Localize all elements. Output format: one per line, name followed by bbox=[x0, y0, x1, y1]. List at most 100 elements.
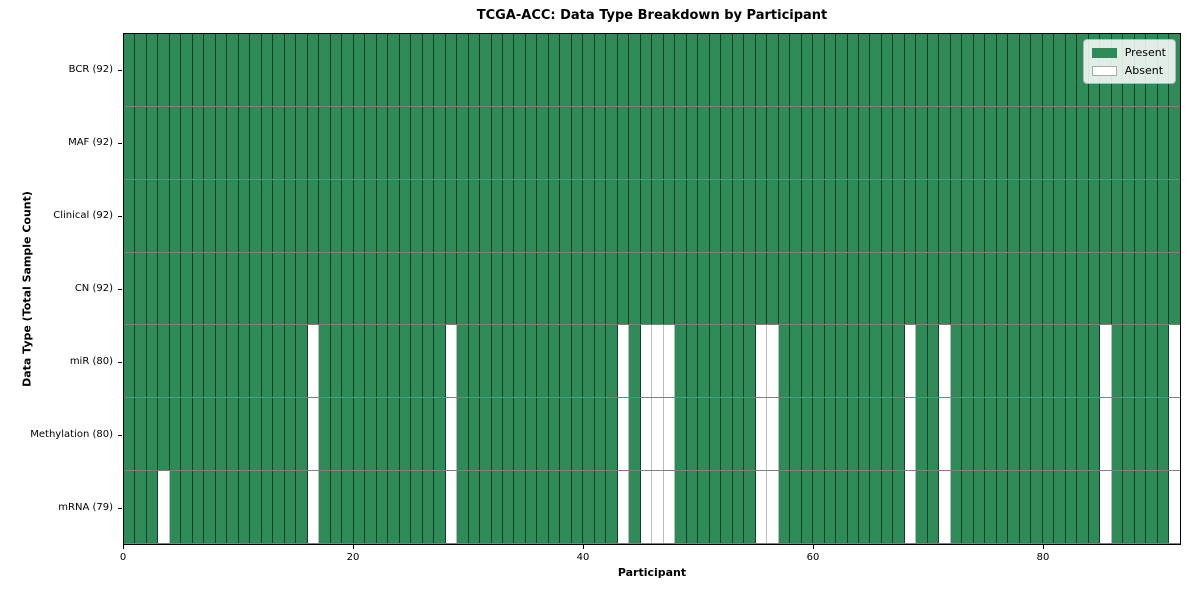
heatmap-cell-present bbox=[583, 106, 595, 179]
heatmap-cell-present bbox=[411, 325, 423, 398]
heatmap-cell-present bbox=[135, 471, 147, 544]
heatmap-cell-present bbox=[721, 179, 733, 252]
heatmap-cell-present bbox=[192, 398, 205, 471]
heatmap-cell-present bbox=[284, 325, 297, 398]
heatmap-cell-present bbox=[686, 106, 699, 179]
heatmap-cell-present bbox=[778, 106, 791, 179]
heatmap-cell-present bbox=[1054, 106, 1066, 179]
heatmap-cell-present bbox=[1077, 325, 1089, 398]
heatmap-cell-present bbox=[353, 106, 366, 179]
legend-label-absent: Absent bbox=[1124, 64, 1164, 77]
heatmap-cell-present bbox=[1157, 398, 1170, 471]
heatmap-cell-present bbox=[330, 471, 343, 544]
heatmap-cell-present bbox=[560, 252, 572, 325]
heatmap-cell-present bbox=[1134, 252, 1147, 325]
heatmap-cell-present bbox=[778, 471, 791, 544]
heatmap-cell-present bbox=[778, 34, 791, 106]
heatmap-cell-present bbox=[1146, 471, 1158, 544]
heatmap-cell-present bbox=[353, 398, 366, 471]
heatmap-cell-present bbox=[859, 398, 871, 471]
heatmap-cell-present bbox=[215, 325, 228, 398]
heatmap-cell-present bbox=[594, 325, 607, 398]
y-tick-mark bbox=[118, 142, 122, 144]
heatmap-cell-present bbox=[204, 106, 216, 179]
heatmap-cell-absent bbox=[652, 398, 664, 471]
heatmap-cell-present bbox=[353, 252, 366, 325]
heatmap-cell-present bbox=[652, 179, 664, 252]
heatmap-cell-present bbox=[261, 471, 274, 544]
heatmap-cell-present bbox=[1065, 398, 1078, 471]
heatmap-cell-present bbox=[571, 106, 584, 179]
heatmap-cell-present bbox=[1077, 252, 1089, 325]
heatmap-cell-absent bbox=[755, 398, 768, 471]
heatmap-cell-present bbox=[813, 106, 825, 179]
heatmap-cell-absent bbox=[445, 471, 458, 544]
heatmap-cell-present bbox=[388, 252, 400, 325]
heatmap-cell-present bbox=[261, 325, 274, 398]
legend-swatch-absent-icon bbox=[1091, 65, 1117, 76]
heatmap-cell-present bbox=[502, 471, 515, 544]
heatmap-cell-present bbox=[261, 34, 274, 106]
y-tick-mark bbox=[118, 215, 122, 217]
heatmap-cell-present bbox=[158, 398, 170, 471]
heatmap-cell-present bbox=[640, 252, 653, 325]
heatmap-cell-present bbox=[801, 34, 814, 106]
y-tick-mark bbox=[118, 362, 122, 364]
heatmap-cell-present bbox=[594, 252, 607, 325]
heatmap-cell-present bbox=[583, 325, 595, 398]
heatmap-cell-present bbox=[388, 106, 400, 179]
heatmap-cell-present bbox=[893, 106, 905, 179]
heatmap-cell-present bbox=[548, 106, 561, 179]
heatmap-cell-present bbox=[169, 398, 182, 471]
heatmap-cell-present bbox=[836, 252, 848, 325]
heatmap-cell-present bbox=[204, 252, 216, 325]
heatmap-cell-present bbox=[411, 471, 423, 544]
heatmap-cell-present bbox=[571, 179, 584, 252]
heatmap-cell-present bbox=[962, 471, 974, 544]
heatmap-cell-present bbox=[1146, 252, 1158, 325]
heatmap-cell-present bbox=[985, 106, 997, 179]
heatmap-cell-present bbox=[560, 179, 572, 252]
x-tick-label: 60 bbox=[806, 552, 820, 563]
heatmap-cell-present bbox=[1123, 398, 1135, 471]
heatmap-cell-present bbox=[537, 34, 549, 106]
heatmap-cell-present bbox=[594, 471, 607, 544]
heatmap-cell-present bbox=[273, 179, 285, 252]
heatmap-cell-present bbox=[1077, 471, 1089, 544]
heatmap-cell-present bbox=[927, 179, 940, 252]
heatmap-cell-present bbox=[870, 179, 882, 252]
x-tick-mark bbox=[813, 545, 814, 549]
heatmap-cell-present bbox=[342, 34, 354, 106]
heatmap-cell-present bbox=[445, 34, 458, 106]
heatmap-cell-present bbox=[560, 34, 572, 106]
heatmap-cell-absent bbox=[617, 398, 630, 471]
heatmap-cell-present bbox=[594, 106, 607, 179]
heatmap-cell-present bbox=[939, 252, 951, 325]
heatmap-row bbox=[124, 179, 1180, 253]
heatmap-cell-present bbox=[985, 179, 997, 252]
heatmap-cell-present bbox=[675, 106, 687, 179]
legend-item-present: Present bbox=[1091, 46, 1166, 59]
x-tick-mark bbox=[1043, 545, 1044, 549]
heatmap-cell-present bbox=[583, 471, 595, 544]
heatmap-cell-present bbox=[342, 252, 354, 325]
heatmap-cell-present bbox=[663, 34, 676, 106]
heatmap-cell-present bbox=[537, 471, 549, 544]
heatmap-cell-present bbox=[238, 179, 251, 252]
heatmap-row bbox=[124, 471, 1180, 545]
heatmap-cell-present bbox=[1123, 106, 1135, 179]
heatmap-cell-present bbox=[411, 398, 423, 471]
heatmap-cell-present bbox=[1031, 325, 1043, 398]
heatmap-cell-present bbox=[881, 325, 894, 398]
heatmap-cell-present bbox=[158, 34, 170, 106]
heatmap-cell-present bbox=[480, 398, 492, 471]
heatmap-cell-present bbox=[227, 252, 239, 325]
x-tick-mark bbox=[123, 545, 124, 549]
heatmap-cell-present bbox=[744, 252, 756, 325]
heatmap-cell-present bbox=[480, 471, 492, 544]
heatmap-cell-present bbox=[422, 325, 435, 398]
heatmap-cell-present bbox=[330, 179, 343, 252]
heatmap-cell-present bbox=[560, 325, 572, 398]
heatmap-cell-present bbox=[514, 471, 526, 544]
heatmap-cell-present bbox=[146, 325, 159, 398]
